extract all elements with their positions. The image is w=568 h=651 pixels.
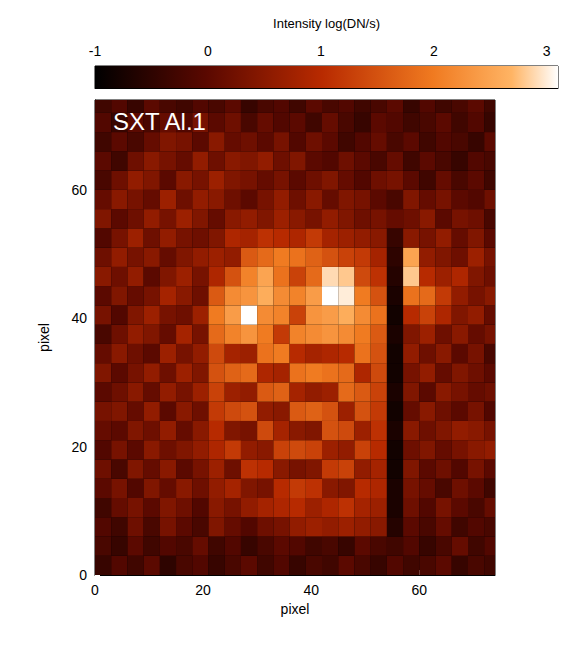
svg-text:pixel: pixel <box>36 323 52 352</box>
svg-text:3: 3 <box>543 43 551 59</box>
svg-text:60: 60 <box>71 182 87 198</box>
svg-text:0: 0 <box>204 43 212 59</box>
svg-text:SXT Al.1: SXT Al.1 <box>113 108 206 135</box>
svg-text:20: 20 <box>195 582 211 598</box>
svg-text:40: 40 <box>303 582 319 598</box>
svg-text:0: 0 <box>79 567 87 583</box>
svg-text:0: 0 <box>91 582 99 598</box>
svg-text:pixel: pixel <box>281 601 310 617</box>
svg-text:60: 60 <box>412 582 428 598</box>
svg-text:Intensity log(DN/s): Intensity log(DN/s) <box>273 16 380 31</box>
svg-text:40: 40 <box>71 310 87 326</box>
svg-text:-1: -1 <box>89 43 102 59</box>
svg-text:1: 1 <box>317 43 325 59</box>
svg-text:2: 2 <box>430 43 438 59</box>
svg-text:20: 20 <box>71 439 87 455</box>
